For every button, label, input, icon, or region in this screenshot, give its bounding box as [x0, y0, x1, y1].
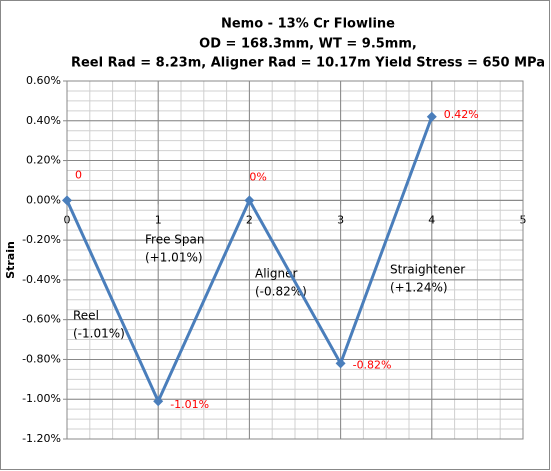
y-tick-label: 0.40%: [26, 114, 61, 127]
annotation: (+1.01%): [145, 251, 203, 265]
data-point: [426, 111, 437, 122]
annotation: Free Span: [145, 233, 204, 247]
x-tick-label: 1: [155, 213, 162, 226]
data-label: 0: [75, 168, 82, 181]
annotation: (-0.82%): [255, 285, 307, 299]
annotation: (-1.01%): [73, 327, 125, 341]
chart-title: OD = 168.3mm, WT = 9.5mm,: [199, 37, 417, 52]
y-tick-label: -1.00%: [22, 392, 61, 405]
data-label: 0.42%: [444, 108, 479, 121]
data-label: -1.01%: [170, 398, 209, 411]
data-point: [335, 358, 346, 369]
data-point: [244, 195, 255, 206]
y-tick-label: -0.40%: [22, 273, 61, 286]
data-label: 0%: [249, 170, 266, 183]
y-tick-label: 0.20%: [26, 154, 61, 167]
y-tick-label: 0.60%: [26, 74, 61, 87]
annotation: (+1.24%): [390, 281, 448, 295]
chart-title: Reel Rad = 8.23m, Aligner Rad = 10.17m Y…: [71, 56, 545, 71]
y-axis-label: Strain: [4, 241, 17, 279]
data-label: -0.82%: [353, 358, 392, 371]
x-tick-label: 4: [428, 213, 435, 226]
annotation: Reel: [73, 309, 99, 323]
y-tick-label: -0.80%: [22, 352, 61, 365]
x-tick-label: 3: [337, 213, 344, 226]
y-tick-label: -1.20%: [22, 432, 61, 445]
y-tick-label: -0.20%: [22, 233, 61, 246]
data-point: [62, 195, 72, 206]
y-tick-label: -0.60%: [22, 313, 61, 326]
chart-title: Nemo - 13% Cr Flowline: [221, 17, 395, 32]
y-tick-label: 0.00%: [26, 193, 61, 206]
annotation: Straightener: [390, 263, 465, 277]
x-tick-label: 2: [246, 213, 253, 226]
data-point: [153, 396, 164, 407]
plot-frame: [66, 80, 524, 440]
